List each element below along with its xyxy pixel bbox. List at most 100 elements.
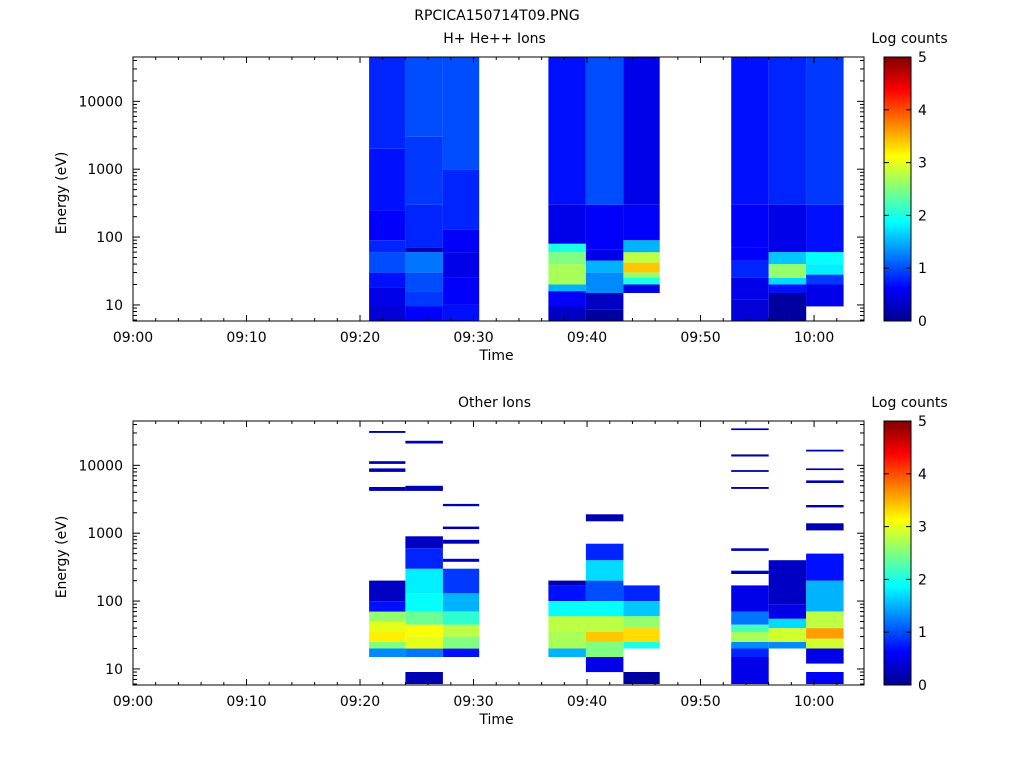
x-tick-label: 09:10: [226, 330, 266, 346]
y-tick-label: 100: [96, 594, 123, 610]
heatmap-cell: [731, 611, 769, 625]
colorbar-tick-label: 1: [918, 261, 927, 277]
heatmap-cell: [585, 657, 624, 673]
heatmap-cell: [405, 611, 443, 625]
heatmap-cell: [585, 309, 624, 321]
heatmap-cell: [731, 260, 769, 278]
heatmap-cell: [442, 57, 480, 170]
heatmap-cell: [768, 293, 807, 321]
heatmap-cell: [369, 305, 406, 321]
heatmap-cell: [806, 628, 844, 639]
heatmap-cell: [623, 672, 660, 684]
heatmap-cell: [405, 136, 443, 205]
heatmap-cell: [442, 648, 480, 657]
x-axis-label: Time: [478, 348, 513, 364]
heatmap-cell: [405, 204, 443, 248]
panel-title: H+ He++ Ions: [443, 31, 546, 47]
heatmap-cell: [369, 621, 406, 632]
colorbar: [883, 420, 912, 686]
heatmap-cell: [585, 601, 624, 617]
colorbar-tick-label: 5: [918, 50, 927, 66]
heatmap-cell: [806, 523, 844, 531]
heatmap-cell: [623, 262, 660, 273]
heatmap-cell: [768, 204, 807, 253]
colorbar-label: Log counts: [871, 31, 947, 47]
heatmap-cell: [806, 468, 844, 471]
heatmap-cell: [369, 468, 406, 472]
x-tick-label: 09:50: [680, 694, 720, 710]
heatmap-cell: [806, 284, 844, 307]
heatmap-cell: [806, 638, 844, 649]
colorbar-tick-label: 3: [918, 520, 927, 536]
heatmap-cell: [405, 648, 443, 657]
heatmap-cell: [806, 204, 844, 253]
heatmap-cell: [405, 291, 443, 307]
heatmap-cell: [731, 548, 769, 551]
heatmap-cell: [806, 648, 844, 664]
heatmap-cell: [585, 514, 624, 522]
heatmap-cell: [548, 616, 586, 632]
heatmap-cell: [548, 264, 586, 285]
y-tick-label: 10: [105, 298, 123, 314]
heatmap-cell: [806, 274, 844, 285]
y-axis-label: Energy (eV): [54, 516, 70, 599]
heatmap-cell: [623, 628, 660, 642]
heatmap-cell: [585, 616, 624, 632]
heatmap-cell: [405, 548, 443, 569]
heatmap-cell: [806, 553, 844, 581]
heatmap-cell: [442, 539, 480, 544]
x-tick-label: 09:00: [113, 694, 153, 710]
heatmap-cell: [623, 641, 660, 649]
y-tick-label: 1000: [87, 526, 123, 542]
heatmap-cell: [369, 57, 406, 149]
heatmap-cell: [405, 593, 443, 612]
x-tick-label: 09:40: [567, 694, 607, 710]
colorbar: [883, 56, 912, 322]
heatmap-cell: [548, 306, 586, 321]
colorbar-tick-label: 3: [918, 156, 927, 172]
heatmap-cell: [369, 240, 406, 253]
heatmap-cell: [369, 461, 406, 464]
heatmap-cell: [768, 264, 807, 278]
colorbar-tick-label: 0: [918, 678, 927, 694]
heatmap-cell: [731, 454, 769, 457]
heatmap-cell: [731, 204, 769, 248]
y-tick-label: 10000: [78, 94, 123, 110]
heatmap-cell: [405, 568, 443, 594]
y-tick-label: 100: [96, 230, 123, 246]
x-tick-label: 09:30: [453, 330, 493, 346]
x-tick-label: 09:40: [567, 330, 607, 346]
heatmap-cell: [768, 618, 807, 629]
heatmap-cell: [768, 277, 807, 285]
heatmap-cell: [369, 580, 406, 601]
heatmap-cell: [548, 632, 586, 649]
x-tick-label: 10:00: [794, 694, 834, 710]
heatmap-cell: [623, 601, 660, 617]
panel-other-ions: Other Ions 09:00 09:10 09:20 09:30 09:40 09:50…: [54, 395, 948, 728]
x-tick-label: 09:30: [453, 694, 493, 710]
plot-frame: [132, 56, 865, 322]
colorbar-label: Log counts: [871, 395, 947, 411]
heatmap-cell: [806, 611, 844, 629]
heatmap-cell: [623, 616, 660, 629]
heatmap-cell: [405, 485, 443, 491]
colorbar-tick-label: 2: [918, 572, 927, 588]
heatmap-cell: [585, 272, 624, 293]
heatmap-cell: [369, 641, 406, 649]
x-tick-label: 09:10: [226, 694, 266, 710]
heatmap-cell: [548, 252, 586, 265]
heatmap-cell: [405, 672, 443, 684]
heatmap-cell: [768, 604, 807, 619]
heatmap-cell: [442, 252, 480, 278]
heatmap-cell: [806, 252, 844, 265]
heatmap-cell: [623, 284, 660, 293]
heatmap-cell: [548, 243, 586, 253]
heatmap-cell: [806, 480, 844, 483]
heatmap-cell: [442, 229, 480, 253]
x-axis-label: Time: [478, 712, 513, 728]
heatmap-cell: [405, 252, 443, 273]
x-tick-label: 09:20: [340, 694, 380, 710]
heatmap-cell: [442, 636, 480, 649]
heatmap-cell: [731, 247, 769, 261]
